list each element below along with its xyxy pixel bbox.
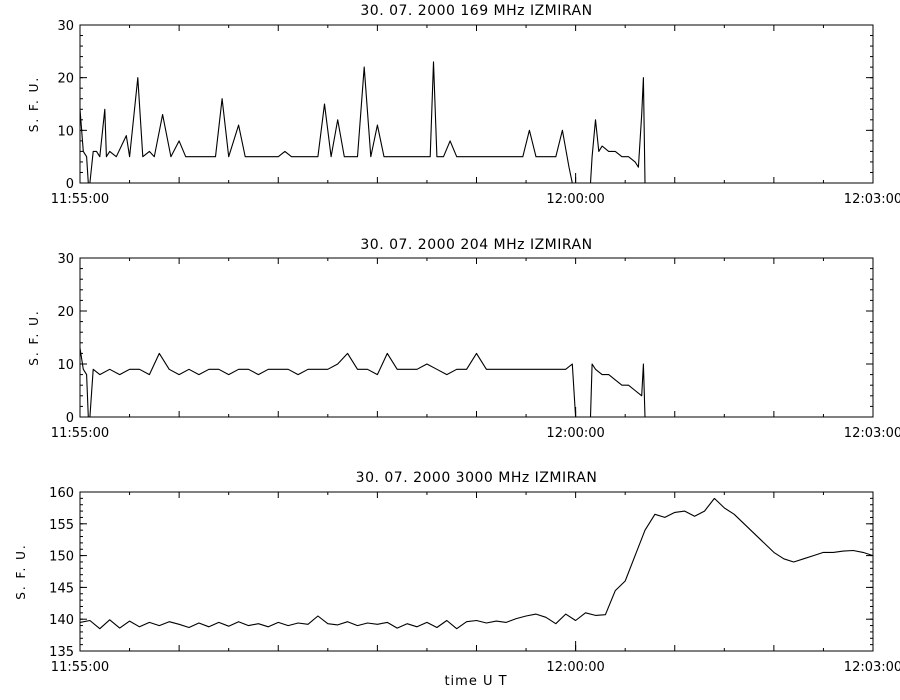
chart-title: 30. 07. 2000 204 MHz IZMIRAN [360, 237, 592, 253]
series-line-1 [79, 61, 873, 184]
chart-title: 30. 07. 2000 169 MHz IZMIRAN [360, 3, 592, 19]
x-tick-label: 12:00:00 [546, 660, 604, 675]
x-tick-label: 12:00:00 [546, 192, 604, 207]
chart-panel-2: 30. 07. 2000 204 MHz IZMIRAN S. F. U. 0 10 2… [27, 237, 900, 441]
y-axis-label: S. F. U. [27, 76, 41, 132]
series-line-1 [79, 348, 873, 418]
y-tick-label: 145 [49, 581, 74, 596]
plot-frame [79, 257, 874, 418]
x-tick-label: 11:55:00 [51, 426, 109, 441]
x-tick-label: 11:55:00 [51, 660, 109, 675]
plot-frame [79, 491, 874, 652]
y-tick-label: 20 [57, 72, 74, 87]
y-tick-label: 10 [57, 124, 74, 139]
y-tick-label: 150 [49, 550, 74, 565]
y-tick-label: 30 [57, 252, 74, 267]
plot-frame [79, 24, 874, 184]
x-tick-label: 12:00:00 [546, 426, 604, 441]
x-tick-label: 11:55:00 [51, 192, 109, 207]
chart-panel-3: 30. 07. 2000 3000 MHz IZMIRAN S. F. U. 135… [14, 470, 900, 675]
y-tick-label: 20 [57, 305, 74, 320]
y-tick-label: 140 [49, 613, 74, 628]
y-tick-label: 0 [66, 177, 74, 192]
x-tick-label: 12:03:00 [844, 660, 900, 675]
y-axis-label: S. F. U. [27, 309, 41, 365]
y-tick-label: 155 [49, 518, 74, 533]
y-tick-label: 0 [66, 411, 74, 426]
y-tick-label: 135 [49, 645, 74, 660]
x-tick-label: 12:03:00 [844, 192, 900, 207]
x-tick-label: 12:03:00 [844, 426, 900, 441]
y-tick-label: 160 [49, 486, 74, 501]
y-axis-label: S. F. U. [14, 543, 28, 599]
figure-xlabel: time U T [444, 674, 507, 689]
y-tick-label: 30 [57, 19, 74, 34]
series-line-1 [79, 497, 874, 630]
chart-panel-1: 30. 07. 2000 169 MHz IZMIRAN S. F. U. 0 10 2… [27, 3, 900, 207]
y-tick-label: 10 [57, 358, 74, 373]
chart-title: 30. 07. 2000 3000 MHz IZMIRAN [356, 470, 598, 486]
